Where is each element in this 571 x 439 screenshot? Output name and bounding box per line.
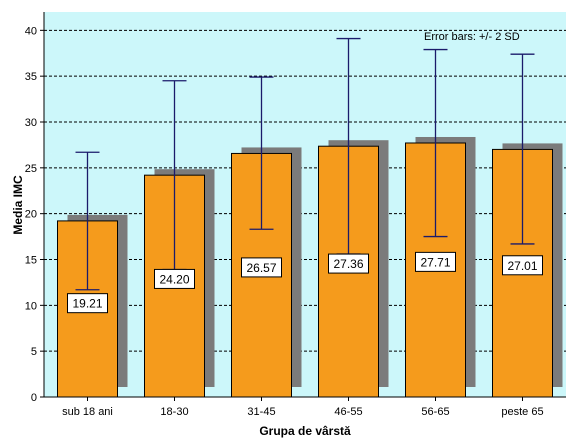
y-tick-label: 5 <box>31 346 37 358</box>
value-label: 27.36 <box>333 257 363 271</box>
grid-lines <box>44 29 566 352</box>
x-tick-label: 46-55 <box>334 406 362 418</box>
value-label: 27.01 <box>507 259 537 273</box>
x-axis-title: Grupa de vârstă <box>259 424 351 438</box>
y-tick-label: 15 <box>25 255 37 267</box>
value-label: 27.71 <box>420 255 450 269</box>
x-tick-label: peste 65 <box>501 406 543 418</box>
y-tick-label: 35 <box>25 71 37 83</box>
x-tick-label: 56-65 <box>421 406 449 418</box>
y-tick-label: 30 <box>25 117 37 129</box>
value-label: 19.21 <box>72 297 102 311</box>
y-axis-title: Media IMC <box>11 175 25 235</box>
value-label-box <box>67 293 108 314</box>
value-label-box <box>415 251 456 272</box>
x-tick-label: 31-45 <box>247 406 275 418</box>
value-label: 24.20 <box>159 272 189 286</box>
y-tick-label: 25 <box>25 163 37 175</box>
value-labels-group: 19.21 24.20 26.57 27.36 27.71 27.01 <box>67 251 543 314</box>
value-label-box <box>154 268 195 289</box>
x-tick-label: 18-30 <box>160 406 188 418</box>
y-tick-label: 20 <box>25 209 37 221</box>
value-label: 26.57 <box>246 261 276 275</box>
error-bar-note: Error bars: +/- 2 SD <box>424 31 520 43</box>
x-tick-label: sub 18 ani <box>62 406 113 418</box>
value-label-box <box>502 255 543 276</box>
value-label-box <box>328 253 369 274</box>
y-tick-label: 10 <box>25 300 37 312</box>
axes-group: 0 5 10 15 20 25 30 35 40 sub 18 ani 18-30 31-45 46-5… <box>25 12 566 418</box>
value-label-box <box>241 257 282 278</box>
y-tick-label: 0 <box>31 392 37 404</box>
y-tick-label: 40 <box>25 25 37 37</box>
